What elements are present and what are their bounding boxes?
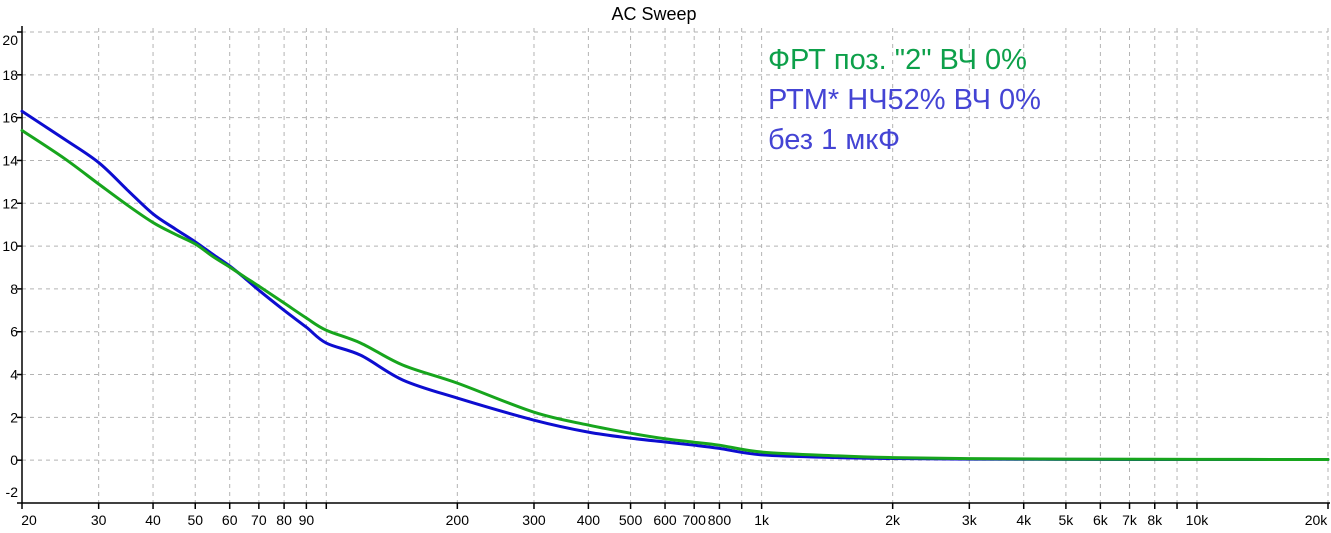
x-tick-label: 500 [619,512,643,528]
y-tick-label: 12 [2,195,18,211]
x-tick-label: 2k [885,512,901,528]
x-tick-label: 5k [1059,512,1075,528]
legend: ФРТ поз. "2" ВЧ 0% РТМ* НЧ52% ВЧ 0% без … [768,40,1041,160]
y-tick-label: 14 [2,152,18,168]
curve-frt-green [20,128,1330,462]
legend-line-green: ФРТ поз. "2" ВЧ 0% [768,44,1027,76]
legend-line-blue-1: РТМ* НЧ52% ВЧ 0% [768,84,1041,116]
curve-rtm-blue [20,109,1330,462]
x-tick-label: 600 [653,512,677,528]
x-tick-label: 800 [708,512,732,528]
y-tick-label: 18 [2,67,18,83]
y-tick-label: 16 [2,110,18,126]
x-tick-label: 8k [1147,512,1163,528]
x-tick-label: 70 [251,512,267,528]
x-tick-label: 300 [522,512,546,528]
y-tick-label: 20 [2,32,18,48]
x-tick-label: 50 [187,512,203,528]
y-tick-label: 8 [10,281,18,297]
x-tick-label: 30 [91,512,107,528]
x-tick-label: 7k [1122,512,1138,528]
x-tick-label: 6k [1093,512,1109,528]
y-tick-label: 2 [10,409,18,425]
x-tick-label: 700 [683,512,707,528]
x-tick-label: 200 [446,512,470,528]
x-tick-label: 400 [577,512,601,528]
chart-title: AC Sweep [611,4,697,24]
x-tick-label: 1k [754,512,770,528]
y-tick-label: 4 [10,367,18,383]
y-tick-label: 10 [2,238,18,254]
x-tick-label: 4k [1016,512,1032,528]
x-tick-label: 60 [222,512,238,528]
x-tick-label: 10k [1186,512,1210,528]
legend-line-blue-2: без 1 мкФ [768,124,900,156]
x-tick-label: 20 [21,512,37,528]
x-tick-label: 40 [145,512,161,528]
x-tick-label: 3k [962,512,978,528]
x-tick-label: 20k [1305,512,1329,528]
y-tick-label: 6 [10,324,18,340]
y-tick-label: -2 [6,484,19,500]
x-tick-label: 80 [276,512,292,528]
x-tick-label: 90 [299,512,315,528]
y-tick-label: 0 [10,452,18,468]
